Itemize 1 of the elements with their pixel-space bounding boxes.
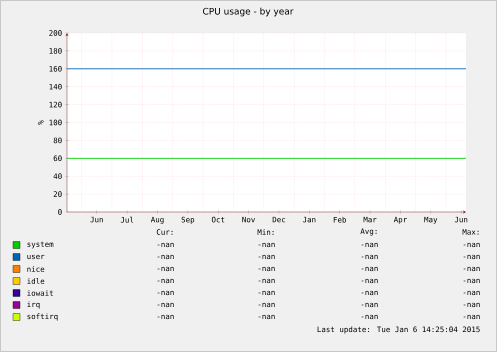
chart-title: CPU usage - by year [203,8,294,16]
